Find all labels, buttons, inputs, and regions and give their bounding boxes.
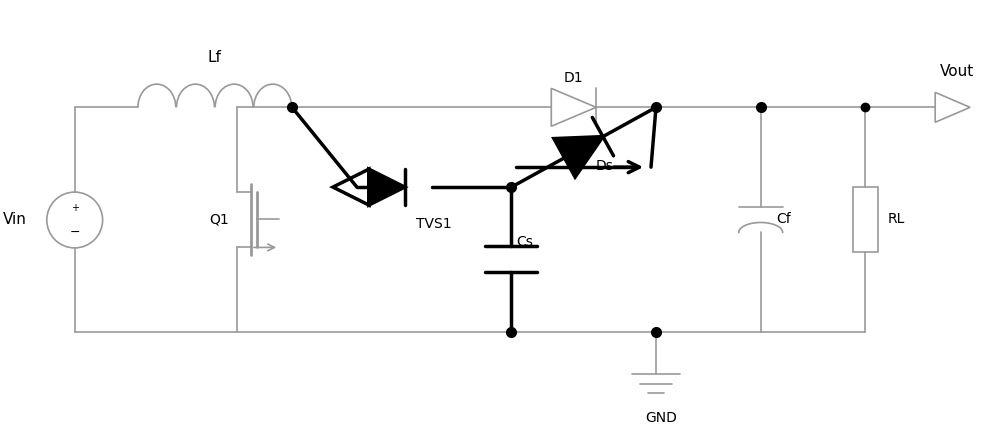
Text: TVS1: TVS1: [416, 217, 452, 231]
Polygon shape: [369, 169, 405, 205]
Text: Cs: Cs: [516, 236, 533, 250]
Text: −: −: [69, 225, 80, 239]
Text: Vin: Vin: [3, 212, 27, 228]
Text: Lf: Lf: [208, 50, 222, 66]
Text: D1: D1: [564, 71, 584, 85]
Text: RL: RL: [887, 212, 905, 226]
Text: Cf: Cf: [777, 212, 791, 226]
Text: GND: GND: [645, 412, 677, 426]
Text: +: +: [71, 203, 79, 213]
Polygon shape: [554, 137, 603, 177]
Text: Ds: Ds: [596, 159, 614, 173]
Text: Q1: Q1: [209, 212, 229, 226]
Text: Vout: Vout: [940, 64, 974, 80]
